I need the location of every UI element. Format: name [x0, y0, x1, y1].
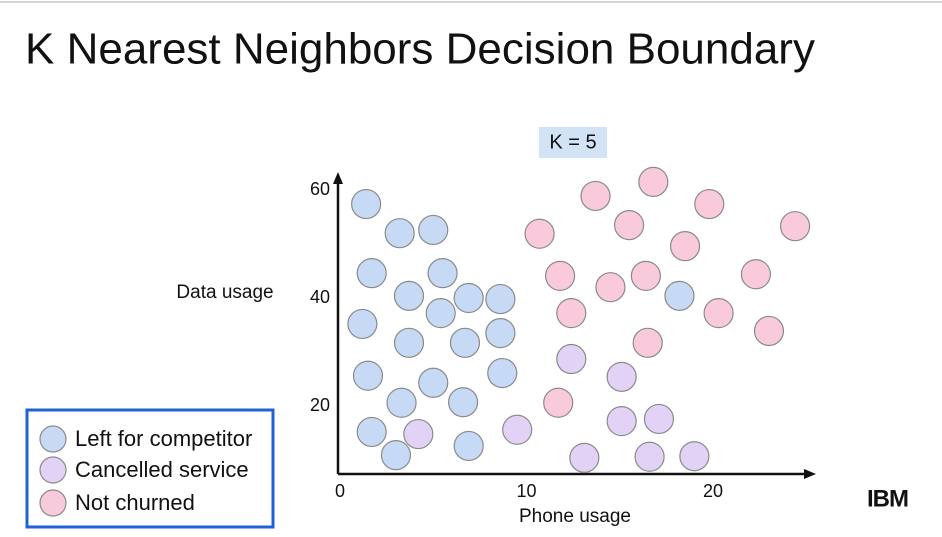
legend-box — [25, 408, 275, 529]
data-point — [664, 280, 695, 311]
data-point — [393, 280, 425, 311]
data-point — [556, 298, 587, 329]
data-point — [403, 418, 434, 450]
legend-label: Left for competitor — [75, 426, 252, 451]
y-tick-label: 20 — [310, 395, 330, 415]
data-point — [449, 327, 481, 358]
data-point — [543, 387, 574, 418]
data-point — [485, 318, 516, 349]
data-point — [632, 327, 663, 358]
data-point — [679, 441, 710, 472]
slide-title: K Nearest Neighbors Decision Boundary — [25, 25, 815, 74]
data-point — [356, 416, 387, 448]
data-point — [638, 166, 669, 197]
data-point — [384, 218, 415, 249]
data-point — [380, 440, 412, 471]
data-point — [418, 214, 449, 246]
data-point — [643, 403, 675, 435]
plot-area: 0 10 20 20 40 60 — [310, 166, 811, 501]
data-point — [418, 367, 449, 398]
data-point — [425, 298, 456, 329]
legend-swatch — [39, 489, 67, 517]
data-point — [453, 282, 484, 314]
data-point — [356, 258, 387, 289]
data-point — [606, 406, 637, 437]
data-point — [427, 258, 458, 289]
data-point — [386, 387, 417, 418]
data-point — [351, 188, 382, 220]
data-point — [694, 188, 725, 220]
y-axis-arrow — [333, 172, 343, 184]
data-point — [595, 272, 626, 303]
data-point — [544, 260, 576, 291]
data-point — [606, 361, 637, 392]
data-point — [779, 211, 811, 242]
legend-swatch — [39, 456, 67, 484]
legend-label: Not churned — [75, 490, 195, 515]
annotation-box — [539, 127, 607, 158]
y-axis-label: Data usage — [176, 282, 273, 303]
logo: IBM — [867, 485, 908, 512]
y-tick-label: 40 — [310, 287, 330, 307]
data-point — [613, 210, 645, 241]
data-point — [502, 414, 533, 445]
data-point — [524, 218, 555, 249]
data-point — [703, 298, 734, 329]
x-axis-arrow — [804, 469, 816, 479]
data-point — [487, 357, 518, 389]
data-point — [753, 315, 785, 347]
data-point — [347, 308, 378, 340]
x-tick-label: 20 — [703, 481, 723, 501]
data-point — [580, 180, 611, 212]
x-axis-label: Phone usage — [519, 506, 631, 527]
data-point — [485, 283, 516, 315]
annotation: K = 5 — [549, 131, 596, 153]
y-tick-label: 60 — [310, 179, 330, 199]
data-point — [669, 231, 701, 262]
data-point — [740, 259, 772, 290]
legend-label: Cancelled service — [75, 457, 249, 482]
data-point — [447, 387, 479, 418]
data-point — [634, 441, 665, 472]
data-point — [556, 343, 587, 375]
data-point — [569, 442, 600, 473]
data-point — [453, 430, 484, 462]
data-point — [393, 327, 425, 358]
data-point — [352, 360, 384, 391]
x-tick-label: 10 — [516, 481, 536, 501]
x-tick-label: 0 — [335, 481, 345, 501]
legend-swatch — [39, 425, 67, 453]
data-point — [630, 260, 661, 291]
